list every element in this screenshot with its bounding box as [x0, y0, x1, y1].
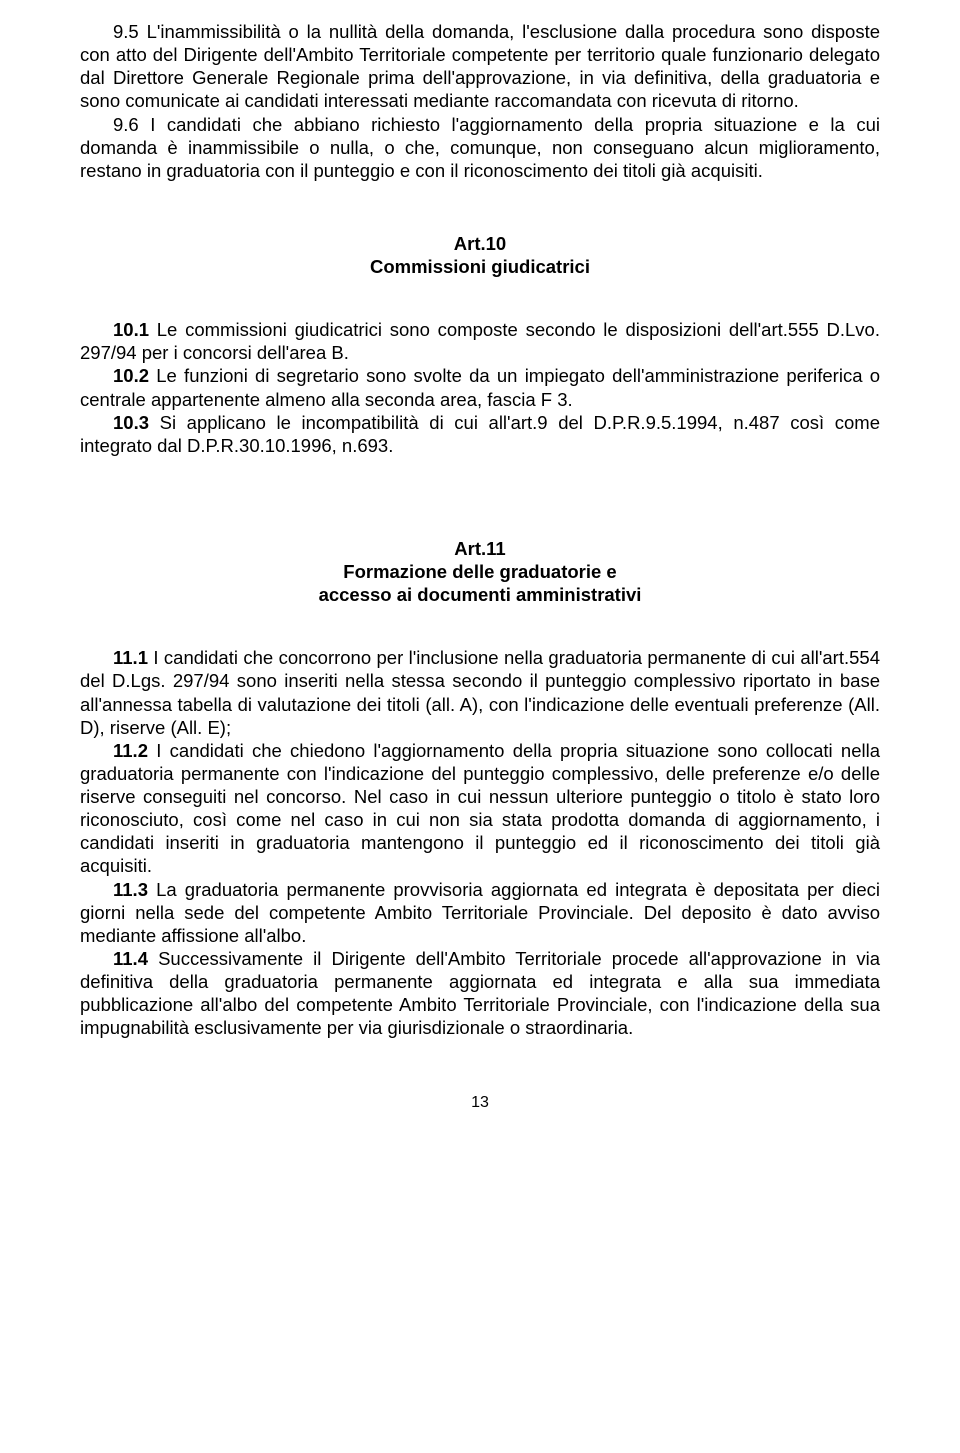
paragraph-11-4-body: Successivamente il Dirigente dell'Ambito… [80, 948, 880, 1038]
paragraph-11-2-prefix: 11.2 [113, 740, 148, 761]
paragraph-11-2-body: I candidati che chiedono l'aggiornamento… [80, 740, 880, 877]
article-10-subtitle: Commissioni giudicatrici [80, 255, 880, 278]
paragraph-10-1: 10.1 Le commissioni giudicatrici sono co… [80, 318, 880, 364]
paragraph-10-3-prefix: 10.3 [113, 412, 149, 433]
paragraph-9-5: 9.5 L'inammissibilità o la nullità della… [80, 20, 880, 113]
article-10-body: 10.1 Le commissioni giudicatrici sono co… [80, 318, 880, 457]
paragraph-10-2-body: Le funzioni di segretario sono svolte da… [80, 365, 880, 409]
paragraph-11-1-prefix: 11.1 [113, 647, 148, 668]
paragraph-10-2-prefix: 10.2 [113, 365, 149, 386]
article-10-header: Art.10 Commissioni giudicatrici [80, 232, 880, 278]
article-11-subtitle-1: Formazione delle graduatorie e [80, 560, 880, 583]
article-11-subtitle-2: accesso ai documenti amministrativi [80, 583, 880, 606]
paragraph-11-1-body: I candidati che concorrono per l'inclusi… [80, 647, 880, 737]
paragraph-11-3-body: La graduatoria permanente provvisoria ag… [80, 879, 880, 946]
paragraph-11-3: 11.3 La graduatoria permanente provvisor… [80, 878, 880, 947]
paragraph-10-3: 10.3 Si applicano le incompatibilità di … [80, 411, 880, 457]
paragraph-11-4: 11.4 Successivamente il Dirigente dell'A… [80, 947, 880, 1040]
paragraph-11-4-prefix: 11.4 [113, 948, 148, 969]
paragraph-10-3-body: Si applicano le incompatibilità di cui a… [80, 412, 880, 456]
paragraph-9-6: 9.6 I candidati che abbiano richiesto l'… [80, 113, 880, 182]
article-10-title: Art.10 [80, 232, 880, 255]
paragraph-10-2: 10.2 Le funzioni di segretario sono svol… [80, 364, 880, 410]
section-9-paragraphs: 9.5 L'inammissibilità o la nullità della… [80, 20, 880, 182]
paragraph-11-3-prefix: 11.3 [113, 879, 148, 900]
paragraph-10-1-prefix: 10.1 [113, 319, 149, 340]
paragraph-11-2: 11.2 I candidati che chiedono l'aggiorna… [80, 739, 880, 878]
paragraph-11-1: 11.1 I candidati che concorrono per l'in… [80, 646, 880, 739]
paragraph-10-1-body: Le commissioni giudicatrici sono compost… [80, 319, 880, 363]
article-11-body: 11.1 I candidati che concorrono per l'in… [80, 646, 880, 1039]
page-number: 13 [80, 1094, 880, 1112]
article-11-header: Art.11 Formazione delle graduatorie e ac… [80, 537, 880, 606]
article-11-title: Art.11 [80, 537, 880, 560]
